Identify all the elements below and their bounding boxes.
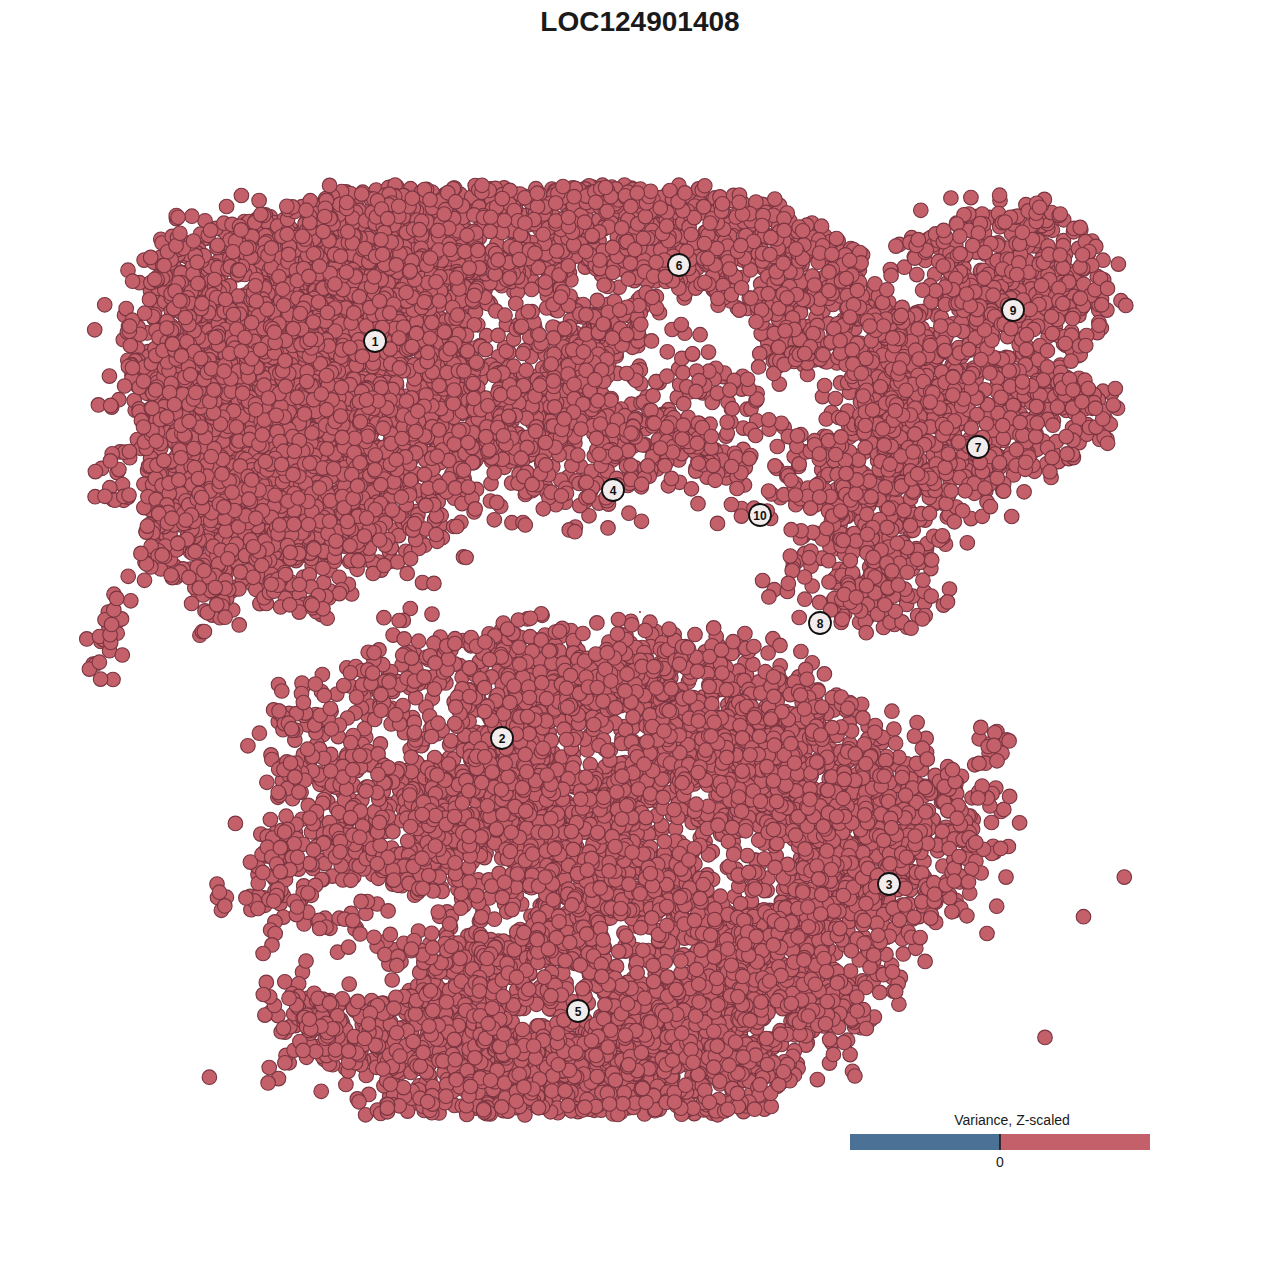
svg-text:5: 5: [575, 1005, 582, 1019]
svg-text:7: 7: [975, 441, 982, 455]
svg-text:3: 3: [886, 878, 893, 892]
svg-text:6: 6: [676, 259, 683, 273]
svg-text:10: 10: [753, 509, 767, 523]
svg-text:4: 4: [610, 484, 617, 498]
svg-text:8: 8: [817, 617, 824, 631]
svg-text:9: 9: [1010, 304, 1017, 318]
svg-text:1: 1: [372, 335, 379, 349]
svg-text:2: 2: [499, 732, 506, 746]
